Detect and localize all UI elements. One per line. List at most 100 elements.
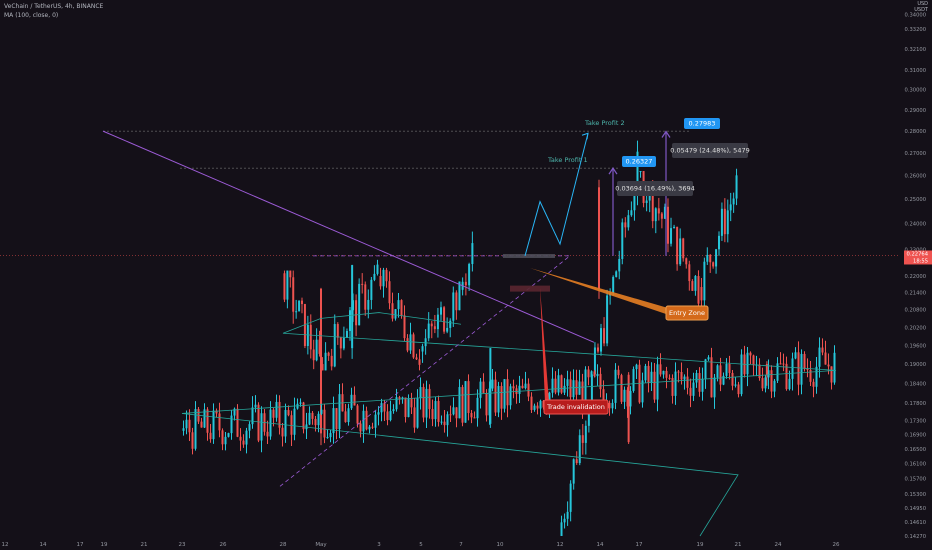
candle-body (257, 404, 260, 441)
candle-body (686, 376, 689, 388)
candle-body (330, 355, 333, 367)
candle-body (403, 315, 406, 339)
candle-body (633, 194, 636, 211)
take-profit-2-label: Take Profit 2 (584, 119, 625, 127)
candle-body (315, 339, 318, 361)
entry-zone-pointer (530, 268, 668, 314)
time-tick: 23 (179, 542, 186, 548)
candle-body (662, 370, 665, 375)
time-tick: 28 (280, 542, 287, 548)
candle-body (404, 397, 407, 418)
candle-body (794, 352, 797, 359)
candle-body (703, 261, 706, 301)
candle-body (373, 273, 376, 280)
drawings-layer (0, 130, 899, 537)
candle-body (651, 184, 654, 222)
candle-body (665, 370, 668, 378)
candle-body (365, 410, 368, 430)
candle-body (587, 408, 590, 426)
ascending-support-line (279, 255, 571, 487)
candle-body (735, 175, 738, 199)
candle-body (626, 389, 629, 407)
moving-average-line (181, 312, 837, 537)
candle-body (376, 264, 379, 274)
candle-body (428, 388, 431, 410)
candle-body (512, 386, 515, 389)
candle-body (311, 412, 314, 419)
candle-body (737, 384, 740, 395)
candle-body (560, 522, 563, 536)
candle-body (332, 408, 335, 434)
candle-body (370, 279, 373, 300)
annotation-labels: Take Profit 2 Take Profit 1 0.27983 0.26327… (543, 118, 750, 415)
candle-body (407, 398, 410, 418)
candle-body (692, 382, 695, 396)
candle-body (679, 238, 682, 265)
candle-body (608, 402, 611, 409)
time-tick: 19 (101, 542, 108, 548)
candle-body (321, 364, 324, 371)
candle-body (578, 381, 581, 395)
candle-body (248, 424, 251, 431)
candle-body (676, 226, 679, 265)
candle-body (618, 258, 621, 272)
candle-body (680, 371, 683, 380)
candle-body (452, 292, 455, 321)
candle-body (788, 378, 791, 390)
candle-body (718, 235, 720, 250)
candle-body (323, 409, 326, 438)
price-axis[interactable]: 0.34000 0.33200 0.32100 0.31000 0.30000 0.290… (904, 13, 932, 540)
candle-body (320, 288, 322, 434)
candle-body (809, 369, 812, 382)
time-axis[interactable]: 12 14 17 19 21 23 26 28 May 3 5 7 10 12 14 17 19 21 24 26 (2, 542, 840, 548)
candle-body (416, 398, 419, 428)
price-tick: 0.22000 (905, 274, 926, 280)
candle-body (641, 380, 644, 403)
candle-body (308, 412, 311, 425)
candle-body (455, 407, 458, 419)
candle-body (218, 413, 221, 431)
candle-body (584, 369, 587, 408)
candle-body (443, 421, 446, 426)
candle-body (295, 311, 298, 313)
candle-body (191, 432, 194, 449)
candle-body (458, 281, 461, 311)
candle-body (359, 423, 362, 432)
candle-body (479, 381, 482, 398)
candle-body (731, 372, 734, 386)
candle-body (374, 414, 377, 428)
candle-body (647, 365, 650, 383)
candle-body (272, 409, 275, 418)
candle-body (449, 414, 452, 416)
candle-body (590, 374, 593, 409)
candle-body (685, 258, 688, 265)
candle-body (671, 377, 674, 396)
candle-body (617, 369, 620, 376)
candle-body (639, 171, 642, 173)
candle-body (275, 401, 278, 418)
candle-body (818, 347, 821, 367)
candle-body (663, 206, 666, 219)
candle-body (764, 377, 767, 389)
candle-body (452, 407, 455, 415)
candle-body (734, 384, 737, 386)
candle-body (557, 375, 560, 393)
candle-body (254, 404, 257, 408)
candle-body (660, 213, 663, 219)
candle-body (467, 381, 470, 414)
price-tick: 0.15700 (905, 477, 926, 483)
current-price-value: 0.22764 (907, 251, 929, 257)
price-tick: 0.15300 (905, 492, 926, 498)
candle-body (654, 208, 657, 222)
candle-body (209, 432, 212, 440)
tp2-measure-badge-bg (672, 143, 748, 158)
candle-body (440, 421, 443, 423)
candle-body (431, 409, 434, 420)
candle-body (521, 385, 524, 389)
descending-trendline (102, 130, 595, 343)
candle-body (476, 397, 479, 419)
candle-body (593, 371, 596, 377)
candle-body (455, 292, 458, 311)
